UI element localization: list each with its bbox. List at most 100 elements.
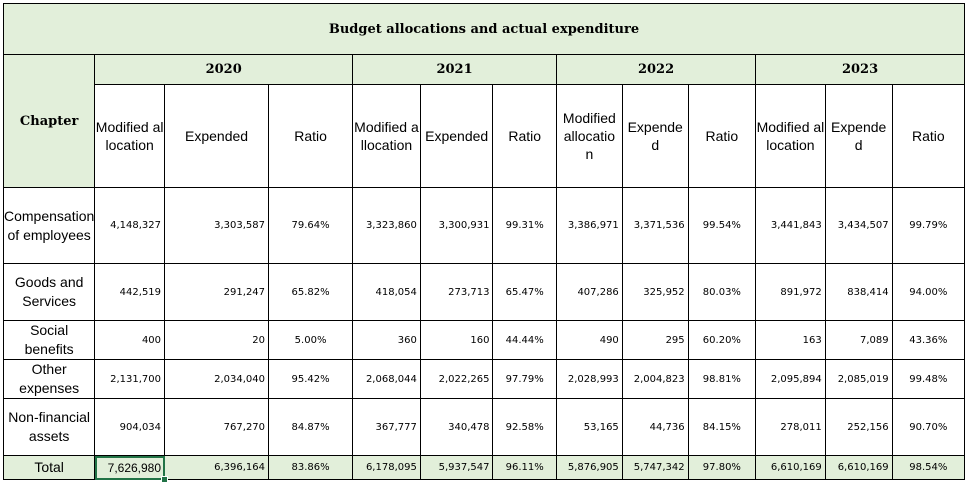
value-cell[interactable]: 490 bbox=[555, 320, 623, 360]
fill-handle[interactable] bbox=[160, 475, 168, 483]
table-title[interactable]: Budget allocations and actual expenditur… bbox=[3, 3, 965, 55]
value-cell[interactable]: 2,028,993 bbox=[555, 359, 623, 399]
ratio-cell[interactable]: 99.31% bbox=[492, 187, 557, 264]
value-cell[interactable]: 20 bbox=[164, 320, 270, 360]
value-cell[interactable]: 360 bbox=[352, 320, 421, 360]
value-cell[interactable]: 325,952 bbox=[621, 263, 689, 321]
value-cell[interactable]: 3,323,860 bbox=[352, 187, 421, 264]
ratio-cell[interactable]: 97.80% bbox=[687, 455, 757, 480]
value-cell[interactable]: 6,610,169 bbox=[755, 455, 826, 480]
value-cell[interactable]: 252,156 bbox=[824, 398, 893, 456]
column-header[interactable]: Expended bbox=[419, 84, 494, 188]
value-cell[interactable]: 2,004,823 bbox=[621, 359, 689, 399]
value-cell[interactable]: 2,068,044 bbox=[352, 359, 421, 399]
value-cell[interactable]: 3,300,931 bbox=[419, 187, 494, 264]
column-header[interactable]: Modified allocation bbox=[755, 84, 826, 188]
ratio-cell[interactable]: 96.11% bbox=[492, 455, 557, 480]
value-cell[interactable]: 367,777 bbox=[352, 398, 421, 456]
column-header[interactable]: Modified allocation bbox=[352, 84, 421, 188]
year-header-2022[interactable]: 2022 bbox=[555, 54, 757, 85]
value-cell[interactable]: 2,085,019 bbox=[824, 359, 893, 399]
ratio-cell[interactable]: 65.47% bbox=[492, 263, 557, 321]
value-cell[interactable]: 163 bbox=[755, 320, 826, 360]
value-cell[interactable]: 5,937,547 bbox=[419, 455, 494, 480]
ratio-cell[interactable]: 97.79% bbox=[492, 359, 557, 399]
year-header-2021[interactable]: 2021 bbox=[352, 54, 557, 85]
year-header-2020[interactable]: 2020 bbox=[94, 54, 354, 85]
row-label[interactable]: Social benefits bbox=[2, 320, 96, 360]
ratio-cell[interactable]: 84.87% bbox=[268, 398, 354, 456]
value-cell[interactable]: 891,972 bbox=[755, 263, 826, 321]
row-label[interactable]: Non-financial assets bbox=[2, 398, 96, 456]
ratio-cell[interactable]: 79.64% bbox=[268, 187, 354, 264]
ratio-cell[interactable]: 95.42% bbox=[268, 359, 354, 399]
ratio-cell[interactable]: 90.70% bbox=[891, 398, 965, 456]
column-header-label: Expended bbox=[185, 128, 249, 144]
value-cell[interactable]: 442,519 bbox=[94, 263, 166, 321]
value-cell[interactable]: 7,626,980 bbox=[94, 455, 166, 480]
ratio-cell[interactable]: 80.03% bbox=[687, 263, 757, 321]
value-cell[interactable]: 295 bbox=[621, 320, 689, 360]
ratio-cell[interactable]: 99.48% bbox=[891, 359, 965, 399]
ratio-cell[interactable]: 99.54% bbox=[687, 187, 757, 264]
ratio-cell[interactable]: 83.86% bbox=[268, 455, 354, 480]
value-cell[interactable]: 160 bbox=[419, 320, 494, 360]
ratio-cell[interactable]: 60.20% bbox=[687, 320, 757, 360]
ratio-cell[interactable]: 92.58% bbox=[492, 398, 557, 456]
value-cell[interactable]: 273,713 bbox=[419, 263, 494, 321]
value-cell[interactable]: 407,286 bbox=[555, 263, 623, 321]
ratio-cell[interactable]: 98.54% bbox=[891, 455, 965, 480]
value-cell[interactable]: 2,131,700 bbox=[94, 359, 166, 399]
ratio-cell[interactable]: 99.79% bbox=[891, 187, 965, 264]
value-cell[interactable]: 53,165 bbox=[555, 398, 623, 456]
ratio-cell[interactable]: 94.00% bbox=[891, 263, 965, 321]
value-cell[interactable]: 400 bbox=[94, 320, 166, 360]
ratio-cell[interactable]: 98.81% bbox=[687, 359, 757, 399]
value-cell[interactable]: 6,396,164 bbox=[164, 455, 270, 480]
year-header-2023[interactable]: 2023 bbox=[755, 54, 965, 85]
value-cell[interactable]: 6,610,169 bbox=[824, 455, 893, 480]
value-cell[interactable]: 767,270 bbox=[164, 398, 270, 456]
ratio-cell[interactable]: 5.00% bbox=[268, 320, 354, 360]
ratio-cell[interactable]: 84.15% bbox=[687, 398, 757, 456]
value-cell[interactable]: 2,034,040 bbox=[164, 359, 270, 399]
column-header[interactable]: Ratio bbox=[268, 84, 354, 188]
ratio-cell[interactable]: 65.82% bbox=[268, 263, 354, 321]
value-cell[interactable]: 2,022,265 bbox=[419, 359, 494, 399]
value-cell[interactable]: 5,747,342 bbox=[621, 455, 689, 480]
column-header[interactable]: Ratio bbox=[687, 84, 757, 188]
column-header[interactable]: Expended bbox=[824, 84, 893, 188]
value-cell[interactable]: 5,876,905 bbox=[555, 455, 623, 480]
value-cell[interactable]: 3,441,843 bbox=[755, 187, 826, 264]
value-cell[interactable]: 2,095,894 bbox=[755, 359, 826, 399]
row-label[interactable]: Goods and Services bbox=[2, 263, 96, 321]
column-header[interactable]: Expended bbox=[164, 84, 270, 188]
value-cell[interactable]: 418,054 bbox=[352, 263, 421, 321]
spreadsheet-region: Budget allocations and actual expenditur… bbox=[2, 3, 965, 483]
column-header[interactable]: Expended bbox=[621, 84, 689, 188]
value-cell[interactable]: 7,089 bbox=[824, 320, 893, 360]
ratio-cell[interactable]: 43.36% bbox=[891, 320, 965, 360]
column-header[interactable]: Modified allocation bbox=[555, 84, 623, 188]
value-cell[interactable]: 278,011 bbox=[755, 398, 826, 456]
column-header[interactable]: Ratio bbox=[891, 84, 965, 188]
row-label[interactable]: Compensation of employees bbox=[2, 187, 96, 264]
value-cell[interactable]: 6,178,095 bbox=[352, 455, 421, 480]
chapter-header[interactable]: Chapter bbox=[2, 54, 96, 188]
row-label[interactable]: Other expenses bbox=[2, 359, 96, 399]
total-label[interactable]: Total bbox=[2, 455, 96, 480]
column-header[interactable]: Ratio bbox=[492, 84, 557, 188]
value-cell[interactable]: 44,736 bbox=[621, 398, 689, 456]
value-cell[interactable]: 3,434,507 bbox=[824, 187, 893, 264]
column-header[interactable]: Modified allocation bbox=[94, 84, 166, 188]
value-cell[interactable]: 340,478 bbox=[419, 398, 494, 456]
ratio-cell[interactable]: 44.44% bbox=[492, 320, 557, 360]
value-cell[interactable]: 3,371,536 bbox=[621, 187, 689, 264]
value-cell[interactable]: 3,386,971 bbox=[555, 187, 623, 264]
table-row: Non-financial assets 904,034 767,270 84.87%… bbox=[2, 398, 965, 456]
value-cell[interactable]: 904,034 bbox=[94, 398, 166, 456]
value-cell[interactable]: 291,247 bbox=[164, 263, 270, 321]
value-cell[interactable]: 4,148,327 bbox=[94, 187, 166, 264]
value-cell[interactable]: 838,414 bbox=[824, 263, 893, 321]
value-cell[interactable]: 3,303,587 bbox=[164, 187, 270, 264]
